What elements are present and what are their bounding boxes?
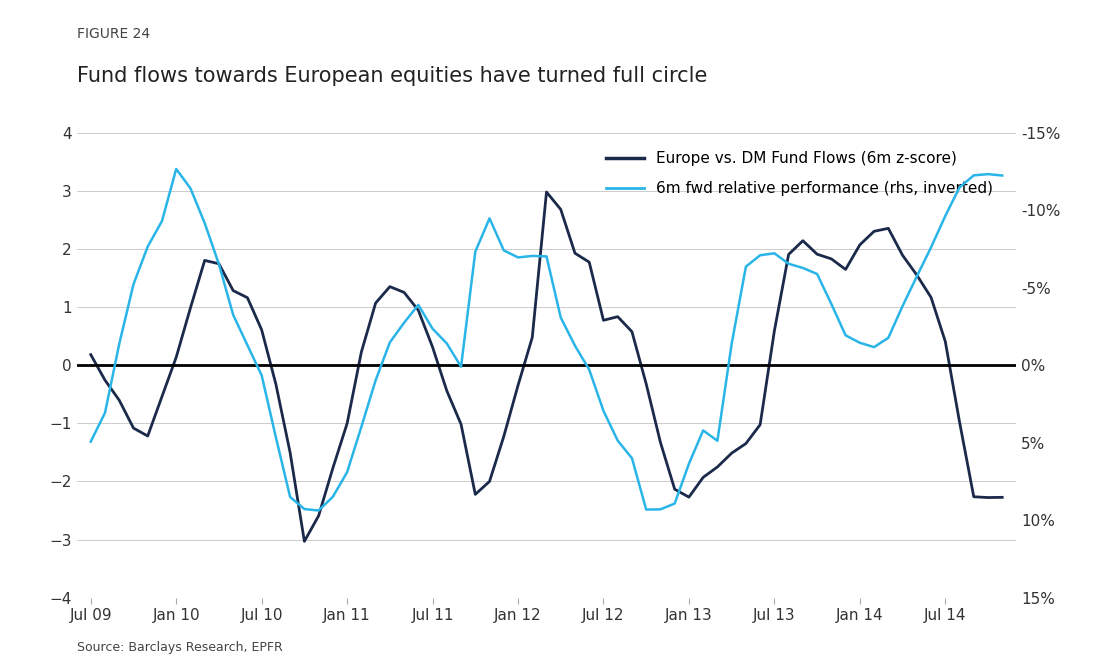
Text: Fund flows towards European equities have turned full circle: Fund flows towards European equities hav… [77,66,707,86]
Text: Source: Barclays Research, EPFR: Source: Barclays Research, EPFR [77,641,282,654]
Legend: Europe vs. DM Fund Flows (6m z-score), 6m fwd relative performance (rhs, inverte: Europe vs. DM Fund Flows (6m z-score), 6… [600,145,999,203]
Text: FIGURE 24: FIGURE 24 [77,27,150,41]
